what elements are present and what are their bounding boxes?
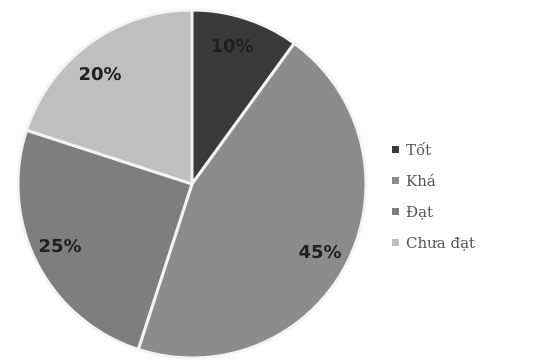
slice-label-1: 10% xyxy=(210,36,253,57)
legend-label-2: Khá xyxy=(406,172,436,190)
legend-label-4: Chưa đạt xyxy=(406,234,475,252)
pie-slice-4 xyxy=(24,8,194,187)
legend-marker-2 xyxy=(392,177,399,184)
legend-marker-4 xyxy=(392,239,399,246)
pie-slice-2 xyxy=(136,41,368,360)
legend-label-1: Tốt xyxy=(406,141,431,159)
pie-slice-3 xyxy=(16,128,194,352)
legend-marker-3 xyxy=(392,208,399,215)
legend-label-3: Đạt xyxy=(406,203,433,221)
legend-marker-1 xyxy=(392,146,399,153)
pie-slices xyxy=(16,8,368,360)
pie-slice-labels: 10% 45% 25% 20% xyxy=(38,36,341,263)
slice-label-3: 25% xyxy=(38,236,81,257)
slice-label-4: 20% xyxy=(78,64,121,85)
legend: Tốt Khá Đạt Chưa đạt xyxy=(392,141,475,252)
pie-slice-1 xyxy=(190,8,297,189)
slice-label-2: 45% xyxy=(298,242,341,263)
